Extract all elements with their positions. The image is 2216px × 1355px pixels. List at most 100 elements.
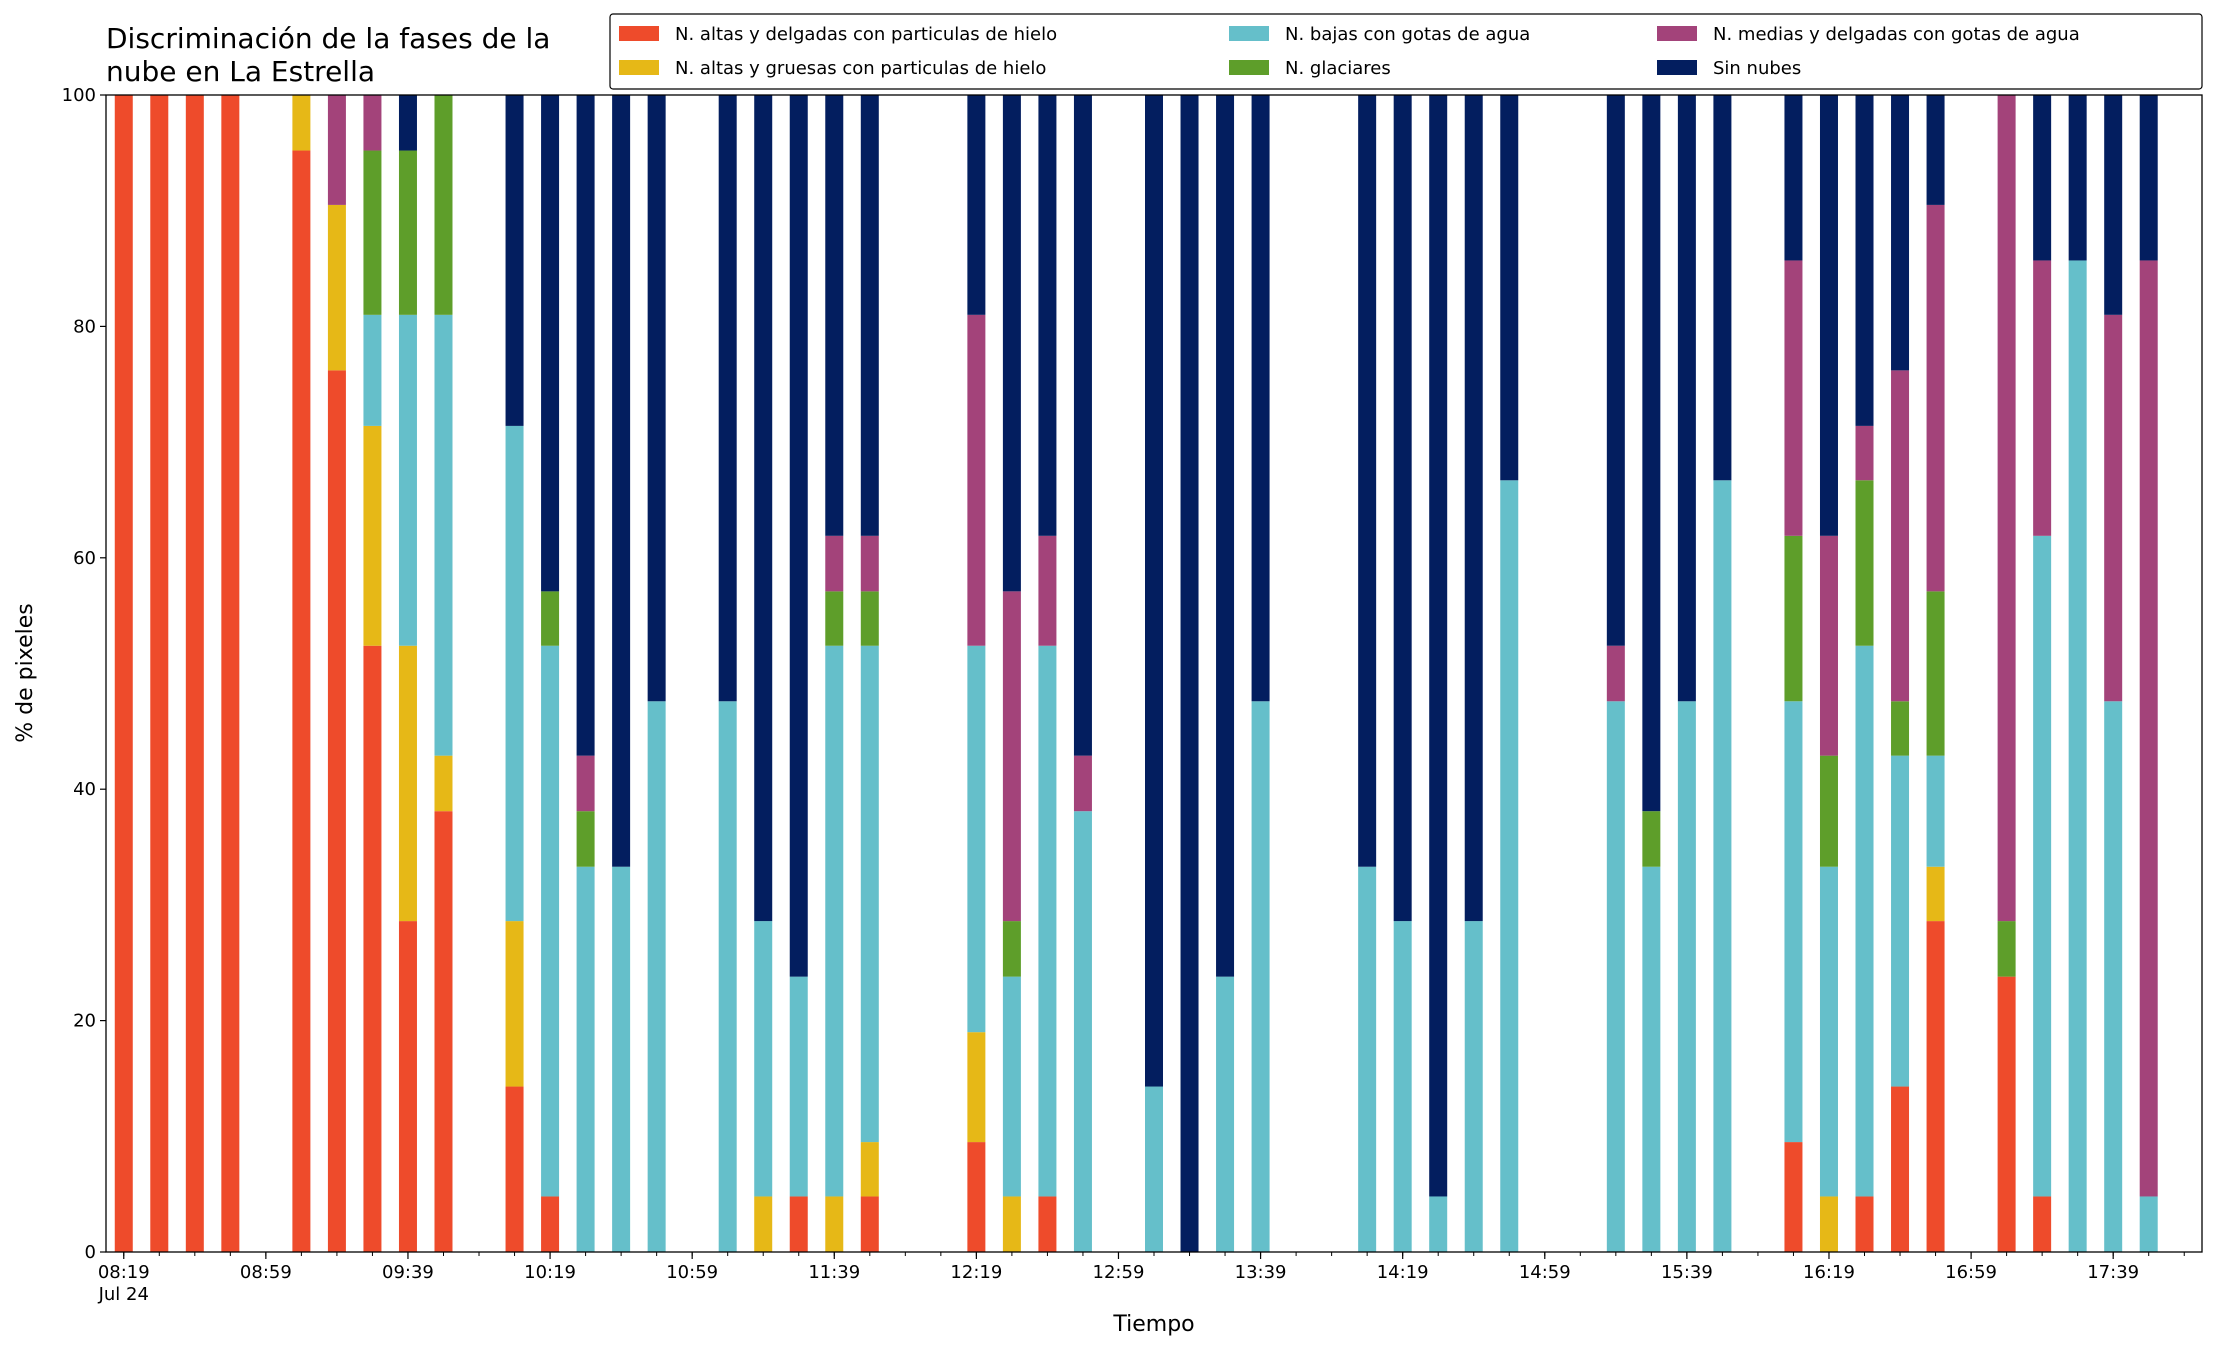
- bar-segment: [1145, 1086, 1163, 1252]
- bar-segment: [576, 811, 595, 867]
- bar-segment: [612, 95, 631, 867]
- bar-segment: [754, 1196, 773, 1252]
- bar-segment: [1997, 921, 2016, 977]
- bar-segment: [718, 701, 737, 1252]
- x-tick-label: 14:59: [1519, 1262, 1571, 1283]
- bar-segment: [1038, 645, 1057, 1197]
- legend-label: N. altas y delgadas con particulas de hi…: [675, 24, 1057, 45]
- bar-segment: [1855, 645, 1874, 1197]
- bar-segment: [1997, 976, 2016, 1252]
- bar-segment: [1358, 866, 1377, 1252]
- bar-segment: [860, 591, 879, 646]
- bar-segment: [1038, 1196, 1057, 1252]
- bar-segment: [292, 95, 311, 151]
- legend-swatch: [1657, 60, 1697, 75]
- bar-segment: [2033, 95, 2052, 261]
- bar-segment: [1926, 921, 1945, 1252]
- bar-segment: [1038, 535, 1057, 646]
- bar-segment: [363, 425, 382, 646]
- bar-segment: [1251, 95, 1270, 702]
- bar-segment: [114, 95, 133, 1252]
- x-tick-label: 12:59: [1093, 1262, 1145, 1283]
- legend-swatch: [619, 26, 659, 41]
- bar-segment: [1216, 976, 1235, 1252]
- bar-segment: [1677, 701, 1696, 1252]
- legend-label: N. glaciares: [1285, 58, 1391, 79]
- bar-segment: [1891, 701, 1910, 756]
- bar-segment: [398, 645, 417, 922]
- bar-segment: [1073, 755, 1092, 812]
- bar-segment: [505, 921, 524, 1087]
- bar-segment: [789, 1196, 808, 1252]
- y-tick-label: 100: [62, 85, 96, 106]
- bar-segment: [1855, 1196, 1874, 1252]
- x-tick-label: 10:59: [666, 1262, 718, 1283]
- bar-segment: [576, 95, 595, 756]
- bar-segment: [1784, 701, 1803, 1143]
- bar-segment: [1393, 95, 1412, 922]
- bar-segment: [2139, 95, 2158, 261]
- bar-segment: [2033, 260, 2052, 536]
- y-tick-label: 80: [73, 316, 96, 337]
- bar-segment: [718, 95, 737, 702]
- legend-box: [609, 13, 2203, 90]
- bar-segment: [1926, 866, 1945, 922]
- y-tick-label: 20: [73, 1011, 96, 1032]
- bar-segment: [541, 95, 560, 592]
- bar-segment: [1073, 811, 1092, 1252]
- bar-segment: [1784, 535, 1803, 702]
- bar-segment: [2033, 535, 2052, 1197]
- x-tick-label: 10:19: [524, 1262, 576, 1283]
- bar-segment: [541, 645, 560, 1197]
- x-tick-label: 09:39: [382, 1262, 434, 1283]
- x-tick-label: 13:39: [1235, 1262, 1287, 1283]
- bar-segment: [1855, 480, 1874, 646]
- bar-segment: [2033, 1196, 2052, 1252]
- x-tick-label: 16:59: [1945, 1262, 1997, 1283]
- bar-segment: [576, 755, 595, 812]
- bar-segment: [1145, 95, 1163, 1087]
- bar-segment: [860, 535, 879, 592]
- bar-segment: [1891, 95, 1910, 371]
- bar-segment: [2139, 1196, 2158, 1252]
- bar-segment: [825, 591, 844, 646]
- bar-segment: [1464, 95, 1483, 922]
- bar-segment: [1819, 535, 1838, 756]
- bar-segment: [1606, 645, 1625, 702]
- bar-segment: [363, 645, 382, 1252]
- bar-segment: [1713, 95, 1732, 481]
- bar-segment: [576, 866, 595, 1252]
- legend-swatch: [1229, 26, 1269, 41]
- bar-segment: [2104, 701, 2123, 1252]
- bar-segment: [860, 1142, 879, 1197]
- bar-segment: [825, 645, 844, 1197]
- bar-segment: [398, 921, 417, 1252]
- bar-segment: [1500, 95, 1519, 481]
- bar-segment: [967, 95, 986, 315]
- bar-segment: [1358, 95, 1377, 867]
- bar-segment: [1891, 370, 1910, 702]
- bar-segment: [789, 976, 808, 1197]
- bar-segment: [1819, 866, 1838, 1197]
- x-tick-label: 17:39: [2087, 1262, 2139, 1283]
- bar-segment: [1713, 480, 1732, 1252]
- bar-segment: [1926, 95, 1945, 205]
- bar-segment: [1642, 866, 1661, 1252]
- x-tick-label: 16:19: [1803, 1262, 1855, 1283]
- bar-segment: [1997, 95, 2016, 922]
- bar-segment: [434, 314, 453, 756]
- bar-segment: [2068, 95, 2087, 261]
- bar-segment: [434, 95, 453, 315]
- bar-segment: [2104, 95, 2123, 315]
- bar-segment: [185, 95, 204, 1252]
- bar-segment: [647, 701, 666, 1252]
- y-tick-label: 40: [73, 779, 96, 800]
- bar-segment: [1073, 95, 1092, 756]
- bar-segment: [363, 95, 382, 151]
- bar-segment: [1642, 95, 1661, 812]
- legend-label: N. medias y delgadas con gotas de agua: [1713, 24, 2080, 45]
- bar-segment: [967, 1142, 986, 1252]
- bar-segment: [860, 95, 879, 536]
- bar-segment: [967, 314, 986, 646]
